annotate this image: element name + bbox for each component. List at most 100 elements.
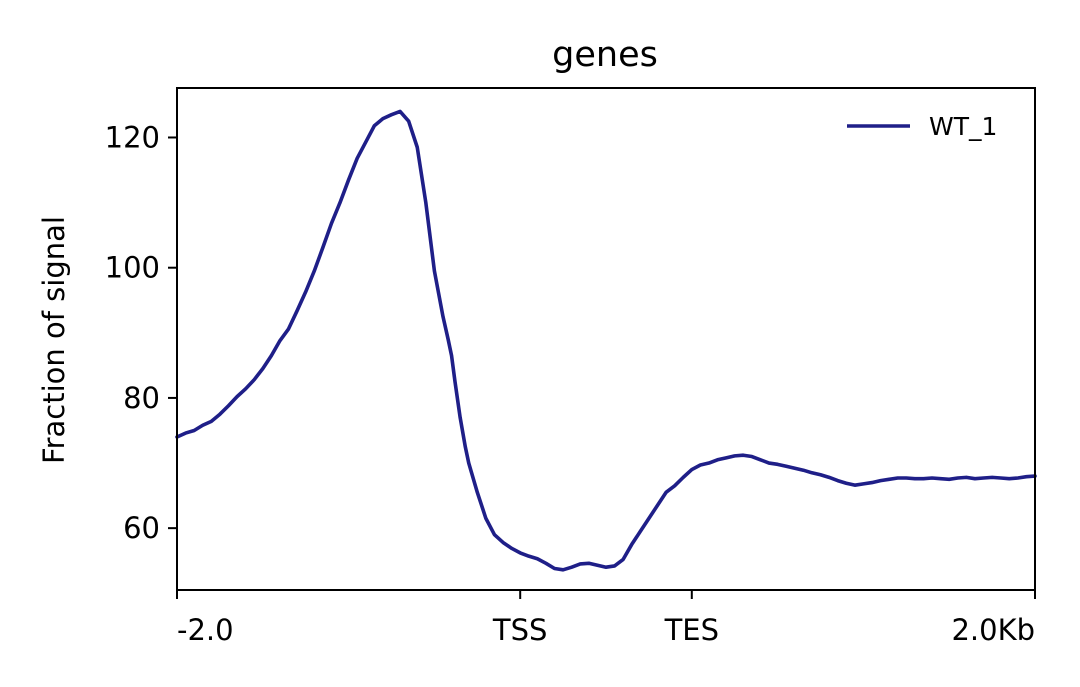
data-point (510, 547, 513, 550)
data-point (453, 380, 457, 383)
data-point (295, 309, 299, 312)
plot-frame (176, 87, 1036, 591)
data-point (484, 517, 488, 520)
data-point (450, 354, 453, 357)
y-tick-label: 120 (105, 120, 160, 154)
data-point (184, 431, 187, 435)
data-point (682, 476, 685, 479)
data-point (446, 338, 450, 341)
x-tick-label: 2.0Kb (951, 613, 1035, 647)
data-point (930, 476, 934, 480)
y-axis-label: Fraction of signal (37, 216, 71, 464)
data-point (733, 454, 736, 458)
data-point (201, 424, 204, 427)
data-point (278, 339, 282, 342)
data-point (887, 478, 891, 481)
y-axis-ticks: 60 80 100 120 (105, 120, 177, 545)
data-point (742, 454, 745, 457)
data-point (948, 478, 951, 481)
data-point (604, 566, 608, 569)
x-axis-ticks: -2.0 TSS TES 2.0Kb (176, 590, 1036, 647)
data-point (253, 378, 256, 381)
series-layer (175, 109, 1037, 572)
data-point (381, 117, 385, 120)
series-line-0 (175, 109, 1037, 572)
data-point (793, 467, 796, 470)
data-point (699, 463, 702, 467)
data-point (561, 568, 565, 572)
data-point (373, 124, 376, 127)
x-tick-label: -2.0 (177, 613, 234, 647)
data-point (913, 477, 917, 480)
data-point (664, 491, 668, 494)
data-point (270, 354, 273, 357)
data-point (519, 551, 522, 555)
data-point (527, 554, 530, 558)
data-point (724, 456, 728, 460)
data-point (330, 222, 333, 225)
data-point (759, 458, 762, 461)
data-point (896, 476, 899, 480)
data-point (544, 562, 548, 565)
data-point (398, 110, 402, 113)
data-point (244, 387, 247, 391)
data-point (707, 461, 711, 465)
data-point (596, 564, 599, 567)
data-point (433, 269, 436, 273)
data-point (716, 458, 719, 461)
data-point (1008, 477, 1011, 480)
data-point (355, 157, 359, 160)
data-point (784, 465, 788, 468)
data-point (999, 476, 1002, 480)
data-point (802, 468, 805, 472)
y-tick-label: 60 (123, 511, 160, 545)
data-point (441, 315, 445, 318)
x-tick-label: TSS (492, 613, 548, 647)
data-point (570, 566, 573, 569)
data-point (656, 504, 659, 507)
data-point (819, 473, 822, 476)
data-point (467, 461, 470, 465)
data-point (836, 479, 839, 482)
data-point (347, 178, 350, 182)
data-point (870, 481, 874, 484)
data-point (235, 395, 239, 398)
data-point (776, 463, 779, 466)
x-tick-label: TES (664, 613, 719, 647)
legend-label: WT_1 (929, 112, 997, 141)
data-point (905, 476, 908, 480)
data-point (464, 445, 467, 448)
data-point (416, 146, 419, 149)
data-point (536, 557, 539, 560)
data-point (287, 327, 290, 331)
data-point (630, 543, 633, 546)
data-point (390, 113, 393, 116)
data-point (690, 468, 693, 471)
data-point (767, 461, 771, 465)
data-point (621, 558, 625, 561)
data-point (407, 120, 410, 123)
data-point (553, 567, 556, 570)
data-point (476, 491, 479, 494)
data-point (973, 477, 977, 480)
data-point (338, 201, 342, 204)
data-point (1016, 476, 1020, 480)
data-point (261, 367, 264, 370)
data-point (639, 530, 642, 533)
data-point (210, 420, 213, 423)
y-tick-label: 80 (123, 381, 160, 415)
data-point (853, 483, 857, 487)
data-point (493, 533, 496, 536)
data-point (965, 476, 968, 479)
data-point (810, 471, 814, 475)
data-point (321, 246, 325, 249)
data-point (501, 541, 505, 544)
data-point (750, 455, 754, 458)
data-point (673, 484, 676, 488)
data-point (845, 482, 848, 485)
data-point (304, 290, 307, 293)
data-point (364, 140, 367, 144)
data-point (587, 562, 591, 565)
y-tick-label: 100 (105, 251, 160, 285)
